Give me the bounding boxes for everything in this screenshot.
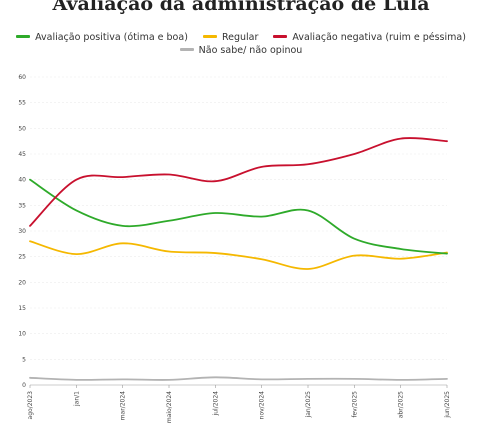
y-tick-label: 10 (18, 331, 26, 338)
y-tick-label: 55 (18, 100, 26, 107)
x-tick-label: fev/2025 (351, 391, 358, 418)
x-tick-label: mar/2024 (120, 391, 127, 420)
y-tick-label: 15 (18, 305, 26, 312)
series-line-3 (29, 376, 448, 381)
legend-swatch-unknown (179, 48, 194, 51)
chart-title: Avaliação da administração de Lula (52, 0, 430, 15)
y-tick-label: 30 (18, 228, 26, 235)
legend-label-regular: Regular (221, 32, 259, 43)
legend-row-2: Não sabe/ não opinou (0, 45, 482, 56)
legend-item-negative: Avaliação negativa (ruim e péssima) (273, 32, 466, 43)
legend-label-unknown: Não sabe/ não opinou (198, 45, 303, 56)
legend-row-1: Avaliação positiva (ótima e boa) Regular… (0, 32, 482, 43)
y-tick-label: 50 (18, 125, 26, 132)
x-tick-label: jan/1 (73, 391, 80, 407)
grid-lines (30, 76, 447, 386)
legend-item-unknown: Não sabe/ não opinou (179, 45, 303, 56)
legend-swatch-negative (273, 35, 288, 38)
y-axis-ticks: 0 5 10 15 20 25 30 35 40 45 50 55 60 (18, 74, 26, 389)
y-tick-label: 40 (18, 177, 26, 184)
x-tick-label: maio/2024 (166, 391, 173, 423)
y-tick-label: 25 (18, 254, 26, 261)
x-axis-ticks: ago/2023 jan/1 mar/2024 maio/2024 jul/2024 no… (27, 385, 451, 423)
series-line-0 (29, 178, 448, 255)
legend-label-positive: Avaliação positiva (ótima e boa) (35, 32, 188, 43)
series-lines (29, 137, 448, 381)
legend-item-positive: Avaliação positiva (ótima e boa) (16, 32, 188, 43)
y-tick-label: 35 (18, 202, 26, 209)
x-tick-label: jun/2025 (444, 391, 451, 419)
y-tick-label: 20 (18, 279, 26, 286)
x-tick-label: jul/2024 (212, 391, 219, 417)
legend-item-regular: Regular (202, 32, 259, 43)
x-tick-label: abr/2025 (398, 391, 405, 418)
y-tick-label: 45 (18, 151, 26, 158)
y-tick-label: 5 (22, 356, 26, 363)
x-tick-label: jan/2025 (305, 391, 312, 419)
series-line-2 (29, 137, 448, 227)
series-line-1 (29, 240, 448, 270)
y-tick-label: 0 (22, 382, 26, 389)
legend-swatch-regular (202, 35, 217, 38)
legend-swatch-positive (16, 35, 31, 38)
x-tick-label: nov/2024 (259, 391, 266, 419)
x-tick-label: ago/2023 (27, 391, 34, 420)
y-tick-label: 60 (18, 74, 26, 81)
legend-label-negative: Avaliação negativa (ruim e péssima) (292, 32, 466, 43)
